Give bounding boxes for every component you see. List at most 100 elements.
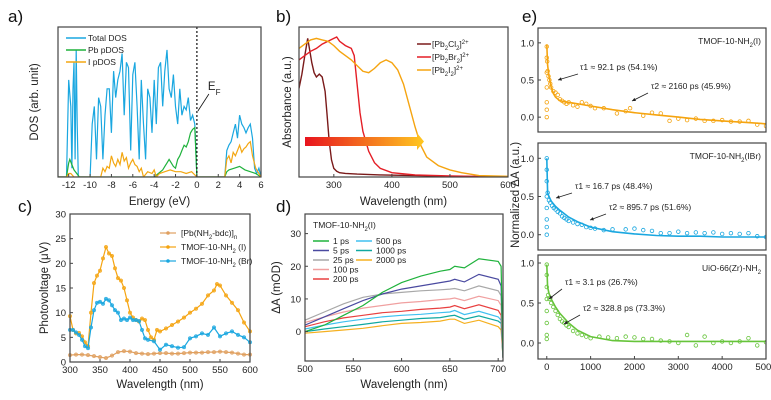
data-point xyxy=(82,344,88,349)
panel-a-x-tick-label: -2 xyxy=(171,180,179,191)
panel-c-y-tick-label: 0 xyxy=(61,358,66,369)
data-point xyxy=(79,352,85,357)
data-point xyxy=(623,227,628,232)
series-total-dos xyxy=(58,49,261,177)
legend-label: [Pb2Br2]2+ xyxy=(432,52,470,65)
arrowhead xyxy=(632,97,636,101)
data-point xyxy=(79,337,85,342)
text-part: n xyxy=(234,235,237,241)
text-part: F xyxy=(216,88,221,97)
data-point xyxy=(139,327,145,332)
panel-a-x-tick-label: -4 xyxy=(150,180,158,191)
tau1-annotation: τ1 ≈ 92.1 ps (54.1%) xyxy=(580,62,658,72)
panel-c-x-tick-label: 550 xyxy=(212,365,228,376)
data-point xyxy=(97,299,103,304)
data-point xyxy=(127,310,133,315)
panel-a-x-tick-label: 6 xyxy=(258,180,263,191)
panel-c-ylabel: Photovoltage (μV) xyxy=(39,242,51,334)
data-point xyxy=(115,310,121,315)
data-point xyxy=(106,251,112,256)
data-point xyxy=(711,230,716,235)
panel-d-title: TMOF-10-NH2(I) xyxy=(313,220,376,233)
text-part: ] xyxy=(460,52,462,62)
text-part: [Pb xyxy=(432,65,445,75)
text-part: (I) xyxy=(236,242,247,252)
data-point xyxy=(199,350,205,355)
data-point xyxy=(100,301,106,306)
data-point xyxy=(555,92,560,98)
data-point xyxy=(544,308,549,314)
data-point xyxy=(544,296,549,302)
text-part: I xyxy=(448,65,450,75)
legend-label: Total DOS xyxy=(88,33,127,43)
text-part: 2 xyxy=(232,249,235,255)
panel-c-x-tick-label: 500 xyxy=(182,365,198,376)
data-point xyxy=(641,227,646,233)
text-part: Cl xyxy=(448,39,456,49)
data-point xyxy=(575,104,580,109)
data-point xyxy=(229,300,235,305)
text-part: ] xyxy=(454,65,456,75)
text-part: [Pb xyxy=(432,52,445,62)
text-part: [Pb(NH xyxy=(181,228,209,238)
legend-label: I pDOS xyxy=(88,57,116,67)
data-point xyxy=(73,330,79,335)
data-point xyxy=(557,316,563,322)
data-point xyxy=(94,273,100,278)
data-point xyxy=(570,220,576,225)
data-point xyxy=(763,123,766,129)
data-point xyxy=(91,354,97,359)
text-part: 2 xyxy=(741,158,744,164)
panel-c-x-tick-label: 400 xyxy=(122,365,138,376)
data-point xyxy=(151,339,157,344)
data-point xyxy=(70,327,76,332)
data-point xyxy=(112,308,118,313)
panel-e-y-tick-label: 0.0 xyxy=(521,230,534,241)
data-point xyxy=(614,111,620,116)
data-point xyxy=(623,334,628,339)
data-point xyxy=(85,346,91,351)
data-point xyxy=(148,335,154,340)
subplot-label: UiO-66(Zr)-NH2 xyxy=(702,263,761,276)
text-part: 2 xyxy=(750,43,753,49)
series-25-ps xyxy=(305,285,503,358)
data-point xyxy=(163,326,169,331)
panel-d-ylabel: ΔA (mOD) xyxy=(271,261,283,314)
data-point xyxy=(555,312,560,318)
panel-a-plot-area xyxy=(58,49,261,177)
text-part: 2 xyxy=(232,263,235,269)
panel-e-y-tick-label: 1.0 xyxy=(521,38,534,49)
data-point xyxy=(544,107,549,112)
data-point xyxy=(229,350,235,355)
data-point xyxy=(211,350,217,355)
data-point xyxy=(205,350,211,355)
data-point xyxy=(118,278,124,283)
text-part: (IBr) xyxy=(744,151,761,161)
data-point xyxy=(157,329,163,334)
legend-label: 100 ps xyxy=(333,265,359,275)
data-point xyxy=(139,351,145,356)
panel-d-plot-area xyxy=(305,258,503,358)
data-point xyxy=(169,344,175,349)
data-point xyxy=(235,332,241,337)
legend-label: 1 ps xyxy=(333,236,349,246)
panel-a-x-tick-label: 4 xyxy=(237,180,242,191)
panel-b-x-tick-label: 500 xyxy=(442,180,458,191)
data-point xyxy=(544,85,549,90)
text-part: E xyxy=(208,81,216,93)
data-point xyxy=(127,315,133,320)
data-point xyxy=(121,349,127,354)
panel-d-xlabel: Wavelength (nm) xyxy=(360,379,447,391)
fit-curve xyxy=(546,158,766,238)
legend-label: 500 ps xyxy=(376,236,402,246)
data-point xyxy=(193,334,199,339)
text-part: 2 xyxy=(456,46,459,52)
legend-label: TMOF-10-NH2 (I) xyxy=(181,242,246,255)
data-point xyxy=(103,245,109,250)
data-point xyxy=(610,227,615,232)
data-point xyxy=(91,308,97,313)
text-part: (I) xyxy=(753,36,761,46)
data-point xyxy=(103,356,109,361)
data-point xyxy=(133,351,139,356)
